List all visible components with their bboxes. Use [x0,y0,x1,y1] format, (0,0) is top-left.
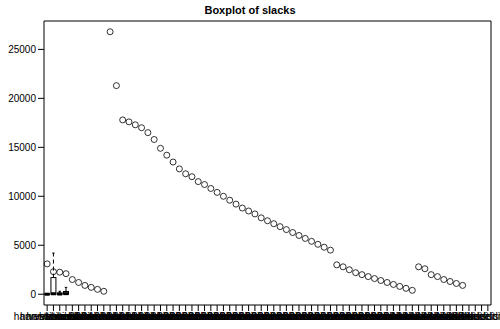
html-text:Boxplot of slacks: Boxplot of slacks [204,4,296,16]
svg-text:20000: 20000 [8,93,36,104]
svg-text:5000: 5000 [14,240,37,251]
svg-text:15000: 15000 [8,142,36,153]
svg-text:10000: 10000 [8,191,36,202]
svg-text:25000: 25000 [8,44,36,55]
svg-text:traveldist: traveldist [468,311,492,322]
svg-text:0: 0 [30,289,36,300]
